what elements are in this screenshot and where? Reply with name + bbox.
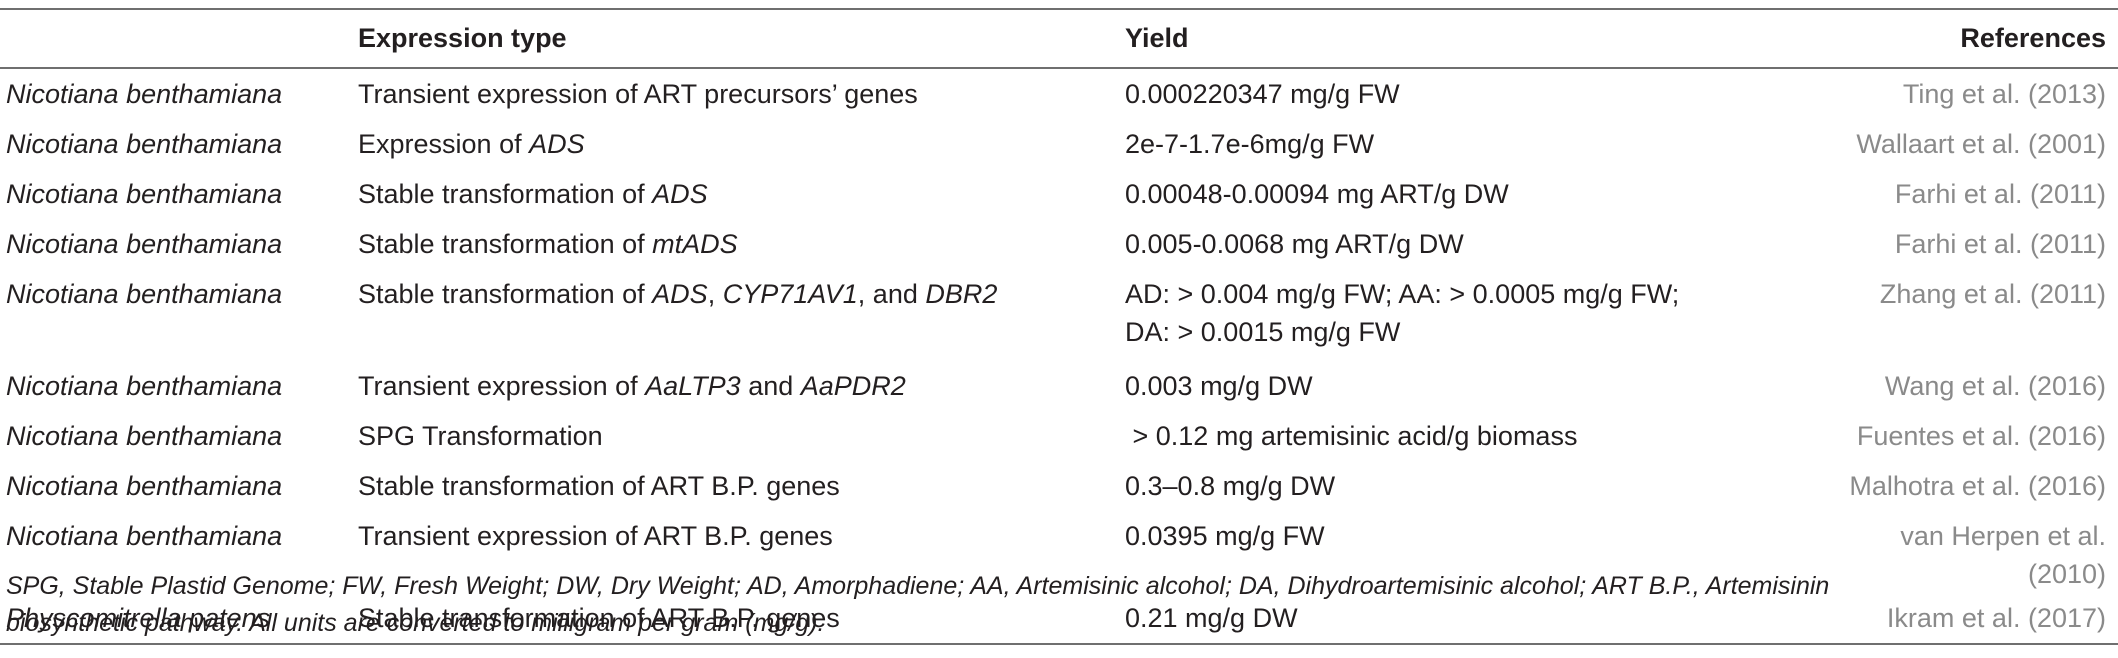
header-yield: Yield xyxy=(1125,23,1189,53)
reference-link[interactable]: Zhang et al. (2011) xyxy=(1879,279,2106,309)
organism-cell: Nicotiana benthamiana xyxy=(6,229,283,259)
table-row: Nicotiana benthamiana Transient expressi… xyxy=(0,68,2118,119)
expression-cell: Stable transformation of ART B.P. genes xyxy=(358,471,840,501)
organism-cell: Physcomitrella patens xyxy=(6,603,271,633)
reference-link[interactable]: Wang et al. (2016) xyxy=(1884,371,2106,401)
table-row: Nicotiana benthamiana SPG Transformation… xyxy=(0,411,2118,461)
organism-cell: Nicotiana benthamiana xyxy=(6,371,283,401)
table-row: Nicotiana benthamiana Stable transformat… xyxy=(0,269,2118,361)
yield-cell: 0.0395 mg/g FW xyxy=(1125,521,1325,551)
expression-cell: Stable transformation of ADS xyxy=(358,179,708,209)
organism-cell: Nicotiana benthamiana xyxy=(6,421,283,451)
organism-cell: Nicotiana benthamiana xyxy=(6,79,283,109)
table-row: Physcomitrella patens Stable transformat… xyxy=(0,593,2118,644)
yield-cell: AD: > 0.004 mg/g FW; AA: > 0.0005 mg/g F… xyxy=(1125,279,1680,347)
yield-cell: 2e-7-1.7e-6mg/g FW xyxy=(1125,129,1375,159)
table-row: Nicotiana benthamiana Stable transformat… xyxy=(0,219,2118,269)
table-row: Nicotiana benthamiana Stable transformat… xyxy=(0,169,2118,219)
table-header-row: Expression type Yield References xyxy=(0,9,2118,68)
reference-link[interactable]: Malhotra et al. (2016) xyxy=(1849,471,2106,501)
yield-cell: 0.000220347 mg/g FW xyxy=(1125,79,1400,109)
table-row: Nicotiana benthamiana Transient expressi… xyxy=(0,511,2118,593)
yield-cell: 0.21 mg/g DW xyxy=(1125,603,1298,633)
expression-cell: SPG Transformation xyxy=(358,421,603,451)
table-row: Nicotiana benthamiana Expression of ADS … xyxy=(0,119,2118,169)
expression-cell: Transient expression of AaLTP3 and AaPDR… xyxy=(358,371,906,401)
expression-cell: Transient expression of ART B.P. genes xyxy=(358,521,833,551)
table-row: Nicotiana benthamiana Stable transformat… xyxy=(0,461,2118,511)
organism-cell: Nicotiana benthamiana xyxy=(6,279,283,309)
reference-link[interactable]: Wallaart et al. (2001) xyxy=(1856,129,2106,159)
expression-cell: Stable transformation of ADS, CYP71AV1, … xyxy=(358,279,998,309)
organism-cell: Nicotiana benthamiana xyxy=(6,471,283,501)
organism-cell: Nicotiana benthamiana xyxy=(6,129,283,159)
yield-cell: 0.005-0.0068 mg ART/g DW xyxy=(1125,229,1464,259)
yield-cell: 0.00048-0.00094 mg ART/g DW xyxy=(1125,179,1509,209)
table-row: Nicotiana benthamiana Transient expressi… xyxy=(0,361,2118,411)
results-table: Expression type Yield References Nicotia… xyxy=(0,8,2118,645)
reference-link[interactable]: Fuentes et al. (2016) xyxy=(1856,421,2106,451)
header-expression-type: Expression type xyxy=(358,23,567,53)
reference-link[interactable]: Farhi et al. (2011) xyxy=(1894,229,2106,259)
expression-cell: Stable transformation of mtADS xyxy=(358,229,738,259)
header-organism xyxy=(0,9,358,68)
yield-cell: > 0.12 mg artemisinic acid/g biomass xyxy=(1125,421,1578,451)
expression-cell: Expression of ADS xyxy=(358,129,585,159)
expression-cell: Stable transformation of ART B.P. genes xyxy=(358,603,840,633)
footnote-line-1: SPG, Stable Plastid Genome; FW, Fresh We… xyxy=(6,572,1830,600)
organism-cell: Nicotiana benthamiana xyxy=(6,179,283,209)
reference-link[interactable]: Farhi et al. (2011) xyxy=(1894,179,2106,209)
yield-cell: 0.003 mg/g DW xyxy=(1125,371,1313,401)
expression-cell: Transient expression of ART precursors’ … xyxy=(358,79,918,109)
organism-cell: Nicotiana benthamiana xyxy=(6,521,283,551)
header-references: References xyxy=(1960,23,2106,53)
reference-link[interactable]: Ting et al. (2013) xyxy=(1902,79,2106,109)
reference-link[interactable]: Ikram et al. (2017) xyxy=(1886,603,2106,633)
yield-cell: 0.3–0.8 mg/g DW xyxy=(1125,471,1336,501)
results-table-container: Expression type Yield References Nicotia… xyxy=(0,8,2118,645)
reference-link[interactable]: van Herpen et al. (2010) xyxy=(1900,521,2106,589)
footnote-line-2: biosynthetic pathway. All units are conv… xyxy=(6,609,825,637)
table-footnote: SPG, Stable Plastid Genome; FW, Fresh We… xyxy=(6,568,2106,642)
